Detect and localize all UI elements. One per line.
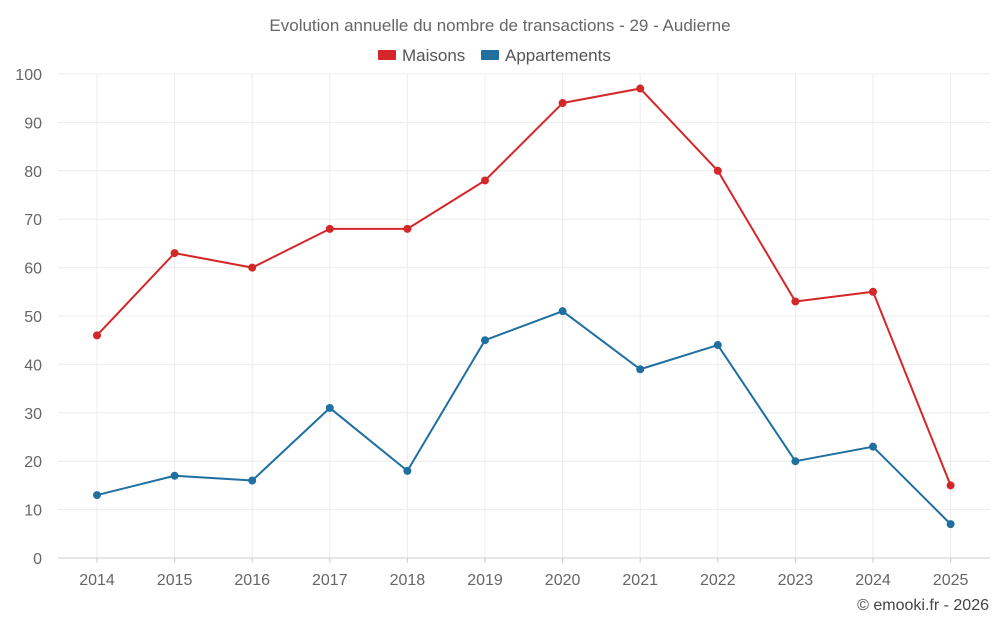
y-axis: 0 10 20 30 40 50 60 70 80 90 100 <box>15 67 42 568</box>
legend-swatch-appartements <box>481 50 499 60</box>
x-tick-label: 2016 <box>234 572 270 589</box>
y-tick-label: 10 <box>24 503 42 520</box>
series-appartements <box>93 307 955 529</box>
plot-series <box>93 84 955 529</box>
data-point-appartements[interactable] <box>403 466 412 475</box>
x-tick-label: 2021 <box>622 572 658 589</box>
x-tick-label: 2023 <box>778 572 814 589</box>
x-tick-label: 2020 <box>545 572 581 589</box>
grid <box>58 73 990 558</box>
data-point-maisons[interactable] <box>248 263 257 272</box>
y-tick-label: 100 <box>15 67 42 84</box>
chart-title: Evolution annuelle du nombre de transact… <box>269 16 730 35</box>
y-tick-label: 0 <box>33 551 42 568</box>
legend-item-maisons[interactable]: Maisons <box>378 46 465 65</box>
series-maisons <box>93 84 955 490</box>
legend-item-appartements[interactable]: Appartements <box>481 46 611 65</box>
data-point-appartements[interactable] <box>325 403 334 412</box>
data-point-appartements[interactable] <box>170 471 179 480</box>
y-tick-label: 90 <box>24 115 42 132</box>
x-tick-label: 2017 <box>312 572 348 589</box>
y-tick-label: 20 <box>24 454 42 471</box>
series-line-maisons <box>96 87 952 486</box>
y-tick-label: 30 <box>24 406 42 423</box>
legend: Maisons Appartements <box>378 46 611 65</box>
data-point-maisons[interactable] <box>170 249 179 258</box>
data-point-maisons[interactable] <box>791 297 800 306</box>
x-tick-label: 2025 <box>933 572 969 589</box>
data-point-appartements[interactable] <box>248 476 257 485</box>
x-axis: 2014 2015 2016 2017 2018 2019 2020 2021 2022 2023… <box>58 557 990 589</box>
data-point-maisons[interactable] <box>325 224 334 233</box>
data-point-maisons[interactable] <box>558 99 567 108</box>
data-point-maisons[interactable] <box>946 481 955 490</box>
x-tick-label: 2019 <box>467 572 503 589</box>
legend-swatch-maisons <box>378 50 396 60</box>
legend-label-appartements: Appartements <box>505 46 611 65</box>
y-tick-label: 70 <box>24 212 42 229</box>
data-point-maisons[interactable] <box>403 224 412 233</box>
y-tick-label: 40 <box>24 357 42 374</box>
data-point-maisons[interactable] <box>713 166 722 175</box>
series-line-appartements <box>96 310 952 525</box>
data-point-appartements[interactable] <box>558 307 567 316</box>
data-point-appartements[interactable] <box>946 520 955 529</box>
y-tick-label: 50 <box>24 309 42 326</box>
data-point-appartements[interactable] <box>93 491 101 500</box>
data-point-appartements[interactable] <box>713 341 722 350</box>
data-point-appartements[interactable] <box>869 442 877 451</box>
x-tick-label: 2015 <box>157 572 193 589</box>
x-tick-label: 2024 <box>855 572 891 589</box>
data-point-appartements[interactable] <box>791 457 800 466</box>
data-point-maisons[interactable] <box>869 287 877 296</box>
legend-label-maisons: Maisons <box>402 46 465 65</box>
data-point-appartements[interactable] <box>481 336 489 345</box>
credit-text: © emooki.fr - 2026 <box>857 597 989 614</box>
x-tick-label: 2022 <box>700 572 736 589</box>
x-tick-label: 2018 <box>390 572 426 589</box>
data-point-maisons[interactable] <box>93 331 101 340</box>
data-point-maisons[interactable] <box>481 176 489 185</box>
data-point-maisons[interactable] <box>636 84 645 93</box>
y-tick-label: 60 <box>24 261 42 278</box>
y-tick-label: 80 <box>24 164 42 181</box>
data-point-appartements[interactable] <box>636 365 645 374</box>
x-tick-label: 2014 <box>79 572 115 589</box>
